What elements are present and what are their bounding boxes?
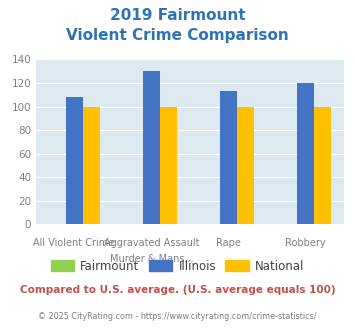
Text: Compared to U.S. average. (U.S. average equals 100): Compared to U.S. average. (U.S. average …	[20, 285, 335, 295]
Bar	[66, 97, 83, 224]
Text: Violent Crime Comparison: Violent Crime Comparison	[66, 28, 289, 43]
Bar	[314, 107, 331, 224]
Text: All Violent Crime: All Violent Crime	[33, 238, 115, 248]
Bar	[83, 107, 100, 224]
Text: 2019 Fairmount: 2019 Fairmount	[110, 8, 245, 23]
Text: Rape: Rape	[216, 238, 241, 248]
Bar	[143, 71, 160, 224]
Bar	[220, 91, 237, 224]
Text: Aggravated Assault: Aggravated Assault	[104, 238, 199, 248]
Text: Murder & Mans...: Murder & Mans...	[110, 254, 193, 264]
Text: Robbery: Robbery	[285, 238, 326, 248]
Legend: Fairmount, Illinois, National: Fairmount, Illinois, National	[46, 255, 309, 278]
Bar	[237, 107, 254, 224]
Text: © 2025 CityRating.com - https://www.cityrating.com/crime-statistics/: © 2025 CityRating.com - https://www.city…	[38, 312, 317, 321]
Bar	[297, 83, 314, 224]
Bar	[160, 107, 177, 224]
